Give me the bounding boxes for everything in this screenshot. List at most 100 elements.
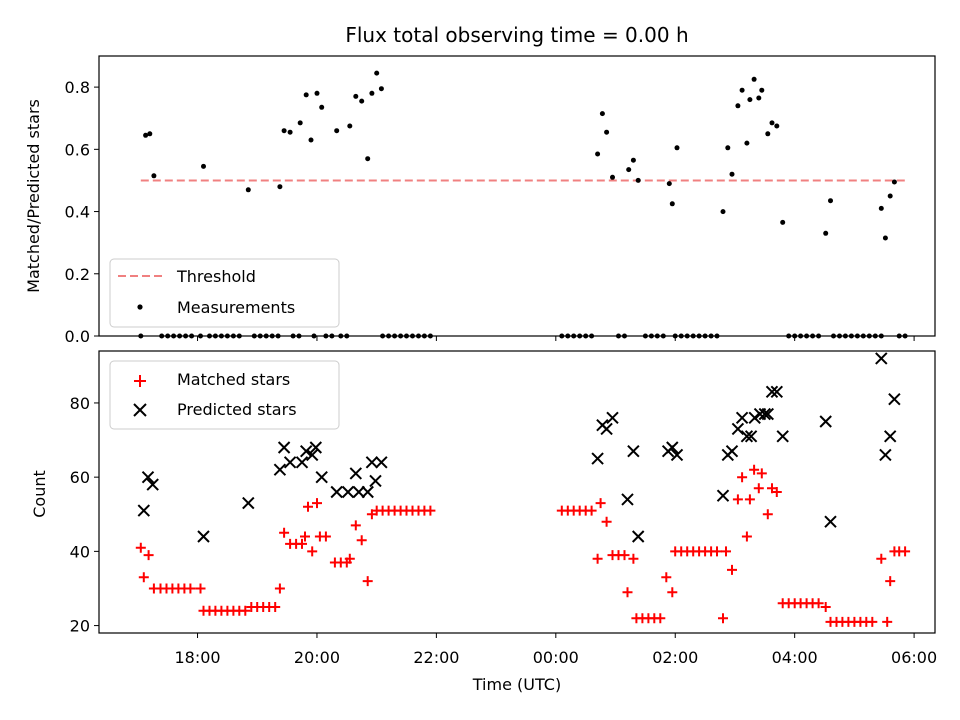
matched-stars-point <box>813 598 824 609</box>
predicted-stars-point <box>621 493 634 506</box>
measurement-point <box>245 187 251 193</box>
matched-stars-point <box>741 531 752 542</box>
matched-stars-point <box>350 520 361 531</box>
predicted-stars-point <box>824 515 837 528</box>
predicted-stars-point <box>369 474 382 488</box>
x-tick-label: 06:00 <box>891 648 937 667</box>
top-legend-box <box>109 258 340 328</box>
matched-stars-point <box>195 583 206 594</box>
predicted-stars-point <box>365 456 379 469</box>
measurement-point <box>887 193 893 199</box>
predicted-stars-point <box>137 504 151 517</box>
matched-stars-point <box>771 487 782 497</box>
matched-stars-point <box>885 576 896 587</box>
matched-stars-point <box>135 542 146 553</box>
predicted-stars-point <box>744 430 758 443</box>
matched-stars-point <box>270 602 281 612</box>
predicted-stars-point <box>330 485 343 499</box>
predicted-stars-point <box>748 411 761 425</box>
matched-stars-point <box>356 535 367 546</box>
predicted-stars-point <box>765 385 779 399</box>
predicted-stars-point <box>670 448 684 462</box>
matched-stars-point <box>362 576 373 587</box>
measurement-point <box>314 90 320 96</box>
measurement-point <box>765 131 771 137</box>
predicted-stars-point <box>627 444 640 458</box>
predicted-stars-point <box>283 456 297 469</box>
measurement-point <box>359 98 365 104</box>
matched-stars-point <box>882 616 893 627</box>
bottom-axes-frame <box>98 350 936 634</box>
measurement-point <box>287 129 293 135</box>
measurement-point <box>610 174 615 180</box>
measurement-point <box>669 201 675 207</box>
measurement-point <box>878 205 884 211</box>
measurement-point <box>604 129 610 135</box>
predicted-stars-point <box>888 392 901 406</box>
bottom-y-axis: 20 40 60 80 <box>70 394 99 636</box>
matched-stars-point <box>312 498 322 509</box>
matched-stars-point <box>595 498 606 509</box>
predicted-stars-point <box>666 441 679 454</box>
measurement-point <box>725 145 731 151</box>
measurement-point <box>759 87 765 93</box>
top-y-tick-label: 0.2 <box>65 265 90 284</box>
predicted-stars-point <box>761 407 775 421</box>
measurement-point <box>599 111 605 117</box>
x-tick-label: 20:00 <box>294 648 340 667</box>
matched-stars-point <box>756 468 767 479</box>
measurement-point <box>666 181 672 187</box>
measurement-point <box>823 230 829 236</box>
bottom-y-tick-label: 20 <box>70 617 90 636</box>
predicted-stars-point <box>341 485 355 499</box>
bottom-legend-box <box>109 360 340 430</box>
measurement-point <box>774 123 780 129</box>
measurement-point <box>353 93 359 99</box>
predicted-stars-point <box>295 456 309 469</box>
legend-predicted-label: Predicted stars <box>177 400 297 419</box>
matched-stars-point <box>762 509 773 520</box>
matched-stars-point <box>655 613 666 624</box>
measurement-point <box>882 235 888 241</box>
predicted-stars-point <box>242 496 255 510</box>
predicted-stars-point <box>146 478 159 491</box>
predicted-stars-point <box>352 485 366 499</box>
matched-stars-point <box>900 546 911 557</box>
measurement-point <box>635 177 641 183</box>
matched-stars-point <box>425 505 436 516</box>
predicted-stars-point <box>606 411 619 425</box>
matched-stars-point <box>592 553 603 564</box>
matched-stars-point <box>320 531 331 542</box>
matched-stars-point <box>744 494 755 505</box>
predicted-stars-point <box>309 441 323 454</box>
matched-stars-point <box>344 553 355 564</box>
matched-stars-point <box>749 464 760 475</box>
matched-stars-point <box>297 538 307 549</box>
predicted-stars-point <box>299 444 313 458</box>
legend-matched-swatch <box>134 375 146 387</box>
matched-stars-point <box>622 587 633 598</box>
legend-measurements-label: Measurements <box>177 298 295 317</box>
top-legend: Threshold Measurements <box>109 258 340 328</box>
measurement-point <box>319 104 325 110</box>
bottom-y-axis-label: Count <box>30 470 49 518</box>
x-tick-label: 04:00 <box>772 648 818 667</box>
measurement-point <box>739 87 745 93</box>
predicted-stars-point <box>305 448 319 462</box>
predicted-stars-point <box>776 430 789 443</box>
measurement-point <box>374 70 380 76</box>
matched-stars-point <box>718 613 728 624</box>
matched-stars-point <box>867 616 878 627</box>
predicted-stars-point <box>819 415 832 428</box>
predicted-stars-point <box>591 452 604 465</box>
matched-stars-point <box>628 553 639 564</box>
measurement-point <box>277 184 283 190</box>
matched-stars-point <box>619 550 630 561</box>
measurement-point <box>769 120 775 126</box>
predicted-stars-point <box>740 430 754 443</box>
bottom-plot-area <box>135 352 911 627</box>
predicted-stars-point <box>731 422 745 436</box>
matched-stars-point <box>303 501 313 512</box>
predicted-stars-point <box>315 470 328 484</box>
